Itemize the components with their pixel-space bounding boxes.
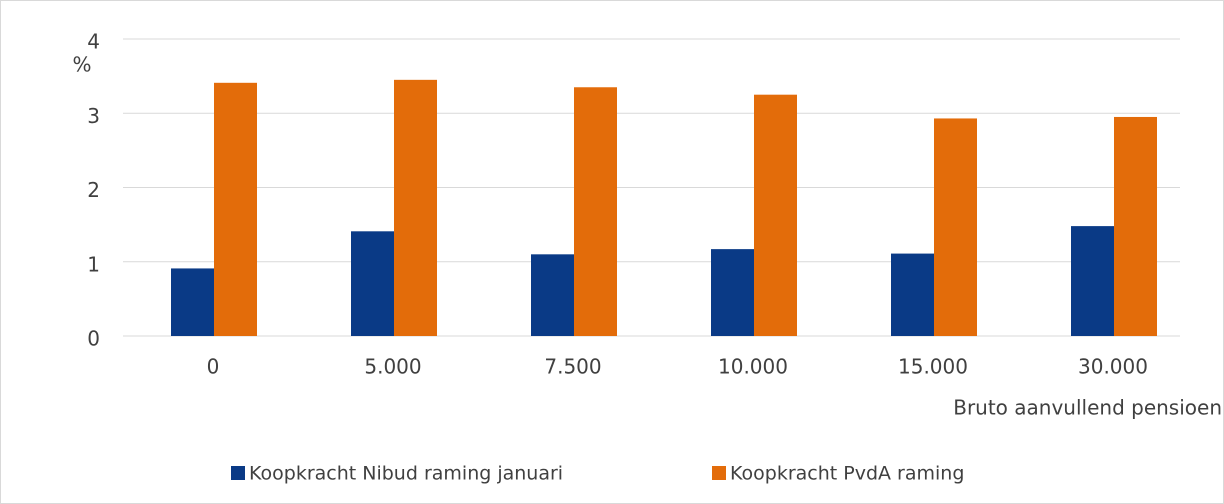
bar [754,94,797,336]
bar [214,82,257,337]
bar [351,231,394,336]
legend-label: Koopkracht Nibud raming januari [249,463,563,485]
y-tick-label: 1 [87,252,100,276]
bar [574,87,617,336]
x-tick-label: 30.000 [1078,355,1148,379]
y-unit: % [72,53,91,77]
bar [711,249,754,336]
legend-swatch [231,466,245,480]
y-tick-label: 2 [87,178,100,202]
bar [1071,226,1114,336]
x-tick-label: 0 [207,355,220,379]
legend-swatch [712,466,726,480]
x-tick-label: 5.000 [364,355,421,379]
bar [934,118,977,336]
y-tick-label: 0 [87,327,100,351]
x-tick-label: 10.000 [718,355,788,379]
bar [531,254,574,336]
x-tick-label: 7.500 [544,355,601,379]
legend-label: Koopkracht PvdA raming [730,463,964,485]
y-tick-label: 3 [87,104,100,128]
x-axis-label: Bruto aanvullend pensioen [953,396,1222,420]
bar [891,253,934,336]
bar [394,79,437,337]
bar [1114,116,1157,337]
x-tick-label: 15.000 [898,355,968,379]
bar [171,268,214,336]
y-tick-label: 4 [87,30,100,54]
